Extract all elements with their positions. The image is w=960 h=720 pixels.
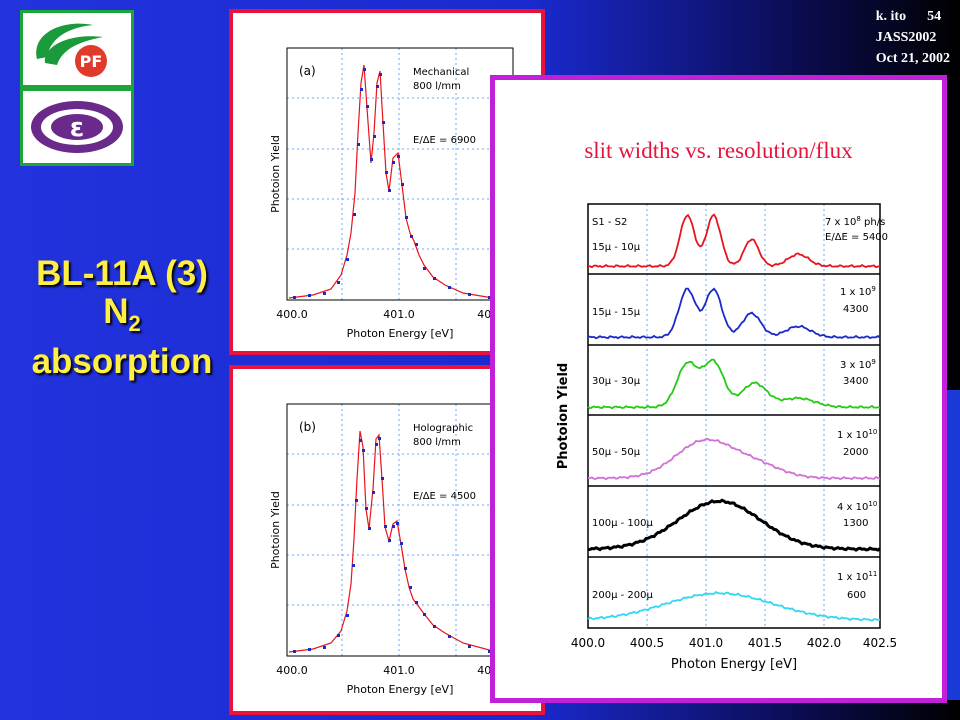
row-2-flux: 1 x 109	[840, 285, 876, 298]
row-3-resolution: 3400	[843, 376, 868, 387]
row-6-resolution: 600	[847, 590, 866, 601]
row-1-resolution: E/ΔE = 5400	[825, 232, 888, 243]
title-line-2: N2	[103, 292, 141, 337]
panel-b-xlabel: Photon Energy [eV]	[347, 683, 454, 696]
row-1-flux: 7 x 108 ph/s	[825, 215, 885, 228]
panel-a-note-1: Mechanical	[413, 67, 469, 78]
kek-logo-text: ε	[70, 113, 84, 143]
slide-header: k. ito 54 JASS2002 Oct 21, 2002	[876, 6, 950, 69]
slide-title: BL-11A (3) N2 absorption	[22, 255, 222, 381]
row-2-resolution: 4300	[843, 304, 868, 315]
panel-c-tick-4: 401.5	[748, 636, 782, 650]
spectrum-curve-2	[587, 287, 881, 340]
spectrum-points	[293, 437, 491, 653]
panel-a-tick-2: 401.0	[383, 308, 415, 321]
header-author-page: k. ito 54	[875, 9, 942, 24]
panel-b-note-3: E/ΔE = 4500	[413, 491, 476, 502]
panel-c-heading: slit widths vs. resolution/flux	[584, 138, 853, 163]
panel-a-label: (a)	[299, 64, 316, 78]
panel-b-tick-1: 400.0	[276, 664, 308, 677]
row-4-flux: 1 x 1010	[837, 428, 877, 441]
panel-b-label: (b)	[299, 420, 316, 434]
row-1-slits: 15μ - 10μ	[592, 242, 641, 253]
panel-c-ylabel: Photoion Yield	[556, 363, 571, 469]
row-5-resolution: 1300	[843, 518, 868, 529]
row-1-slit-header: S1 - S2	[592, 217, 627, 228]
panel-c-tick-2: 400.5	[630, 636, 664, 650]
panel-a-ylabel: Photoion Yield	[269, 135, 282, 213]
panel-b-note-1: Holographic	[413, 423, 473, 434]
row-6-flux: 1 x 1011	[837, 570, 877, 583]
header-date: Oct 21, 2002	[875, 51, 950, 66]
row-5-flux: 4 x 1010	[837, 500, 877, 513]
panel-c-tick-3: 401.0	[689, 636, 723, 650]
right-edge-strip	[945, 390, 960, 700]
panel-a-xlabel: Photon Energy [eV]	[347, 327, 454, 340]
panel-c-tick-6: 402.5	[863, 636, 897, 650]
kek-logo: ε	[20, 88, 134, 166]
header-event: JASS2002	[875, 30, 937, 45]
panel-a-note-3: E/ΔE = 6900	[413, 135, 476, 146]
panel-a-note-2: 800 l/mm	[413, 81, 461, 92]
spectrum-curve-4	[587, 437, 881, 481]
spectrum-curve-6	[587, 591, 881, 622]
title-line-3: absorption	[31, 342, 213, 381]
row-2-slits: 15μ - 15μ	[592, 307, 641, 318]
panel-c-xlabel: Photon Energy [eV]	[671, 657, 797, 672]
panel-b-note-2: 800 l/mm	[413, 437, 461, 448]
panel-c-tick-1: 400.0	[571, 636, 605, 650]
spectrum-curve-1	[587, 213, 881, 269]
row-3-flux: 3 x 109	[840, 358, 876, 371]
panel-c-tick-5: 402.0	[807, 636, 841, 650]
row-6-slits: 200μ - 200μ	[592, 590, 654, 601]
row-5-slits: 100μ - 100μ	[592, 518, 654, 529]
panel-b-ylabel: Photoion Yield	[269, 491, 282, 569]
pf-logo-text: PF	[80, 52, 103, 71]
panel-b-tick-2: 401.0	[383, 664, 415, 677]
slit-comparison-panel: slit widths vs. resolution/flux Photoion…	[490, 75, 947, 703]
row-4-resolution: 2000	[843, 447, 868, 458]
pf-logo: PF	[20, 10, 134, 88]
panel-a-tick-1: 400.0	[276, 308, 308, 321]
spectrum-curve-5	[587, 498, 881, 552]
row-4-slits: 50μ - 50μ	[592, 447, 641, 458]
row-3-slits: 30μ - 30μ	[592, 376, 641, 387]
title-line-1: BL-11A (3)	[36, 254, 208, 293]
spectrum-curve-3	[587, 358, 881, 410]
spectrum-points	[293, 68, 491, 299]
